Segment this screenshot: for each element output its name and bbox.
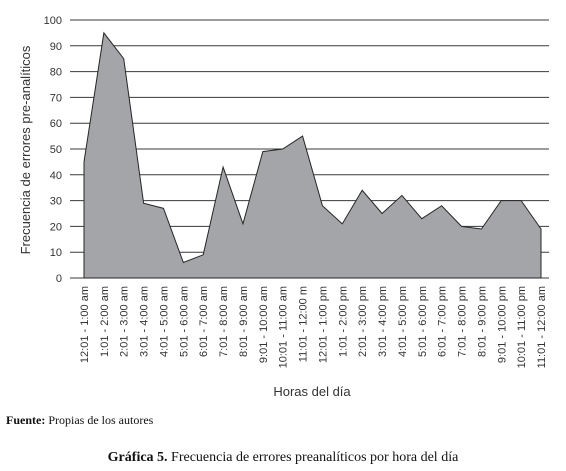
y-axis-ticks: 0 10 20 30 40 50 60 70 80 90 100 [44,15,62,285]
source-label: Fuente: [6,413,46,427]
source-text: Propias de los autores [45,413,154,427]
y-tick-label: 10 [50,247,62,259]
x-tick-label: 9:01 - 10:00 am [258,286,270,363]
x-tick-label: 4:01 - 5:00 pm [397,286,409,357]
area-chart: 0 10 20 30 40 50 60 70 80 90 100 12:01 - 1:00 am 1:… [18,15,549,399]
x-tick-label: 2:01 - 3:00 pm [357,286,369,357]
x-axis-title: Horas del día [273,384,351,399]
x-tick-label: 1:01 - 2:00 pm [337,286,349,357]
y-tick-label: 60 [50,118,62,130]
x-tick-label: 10:01 - 11:00 pm [516,286,528,368]
y-tick-label: 40 [50,170,62,182]
y-tick-label: 100 [44,15,62,27]
x-tick-label: 3:01 - 4:00 am [139,286,151,357]
x-tick-label: 12:01 - 1:00 am [79,286,91,363]
x-tick-label: 5:01 - 6:00 am [178,286,190,357]
x-tick-label: 10:01 - 11:00 am [278,286,290,368]
y-tick-label: 20 [50,221,62,233]
y-tick-label: 70 [50,92,62,104]
x-tick-label: 6:01 - 7:00 pm [437,286,449,357]
x-tick-label: 3:01 - 4:00 pm [377,286,389,357]
y-tick-label: 90 [50,41,62,53]
caption-text: Frecuencia de errores preanalíticos por … [167,450,459,465]
x-tick-label: 7:01 - 8:00 pm [457,286,469,357]
x-tick-label: 8:01 - 9:00 pm [476,286,488,357]
x-tick-label: 11:01 - 12:00 am [536,286,548,368]
x-tick-label: 5:01 - 6:00 pm [417,286,429,357]
area-fill [83,31,542,279]
figure-caption: Gráfica 5. Frecuencia de errores preanal… [0,450,566,466]
x-axis-ticks: 12:01 - 1:00 am 1:01 - 2:00 am 2:01 - 3:00… [79,286,548,368]
x-tick-label: 8:01 - 9:00 am [238,286,250,357]
x-tick-label: 6:01 - 7:00 am [198,286,210,357]
x-tick-label: 4:01 - 5:00 am [158,286,170,357]
x-tick-label: 1:01 - 2:00 am [99,286,111,357]
caption-label: Gráfica 5. [107,450,168,465]
source-note: Fuente: Propias de los autores [6,413,153,428]
y-axis-title: Frecuencia de errores pre-analíticos [18,45,33,254]
y-tick-label: 50 [50,144,62,156]
y-tick-label: 30 [50,196,62,208]
x-tick-label: 9:01 - 10:00 pm [496,286,508,363]
y-tick-label: 80 [50,67,62,79]
x-tick-label: 7:01 - 8:00 am [218,286,230,357]
area-series [83,31,542,279]
x-tick-label: 11:01 - 12:00 m [298,286,310,362]
y-tick-label: 0 [56,273,62,285]
x-tick-label: 12:01 - 1:00 pm [317,286,329,363]
x-tick-label: 2:01 - 3:00 am [119,286,131,357]
